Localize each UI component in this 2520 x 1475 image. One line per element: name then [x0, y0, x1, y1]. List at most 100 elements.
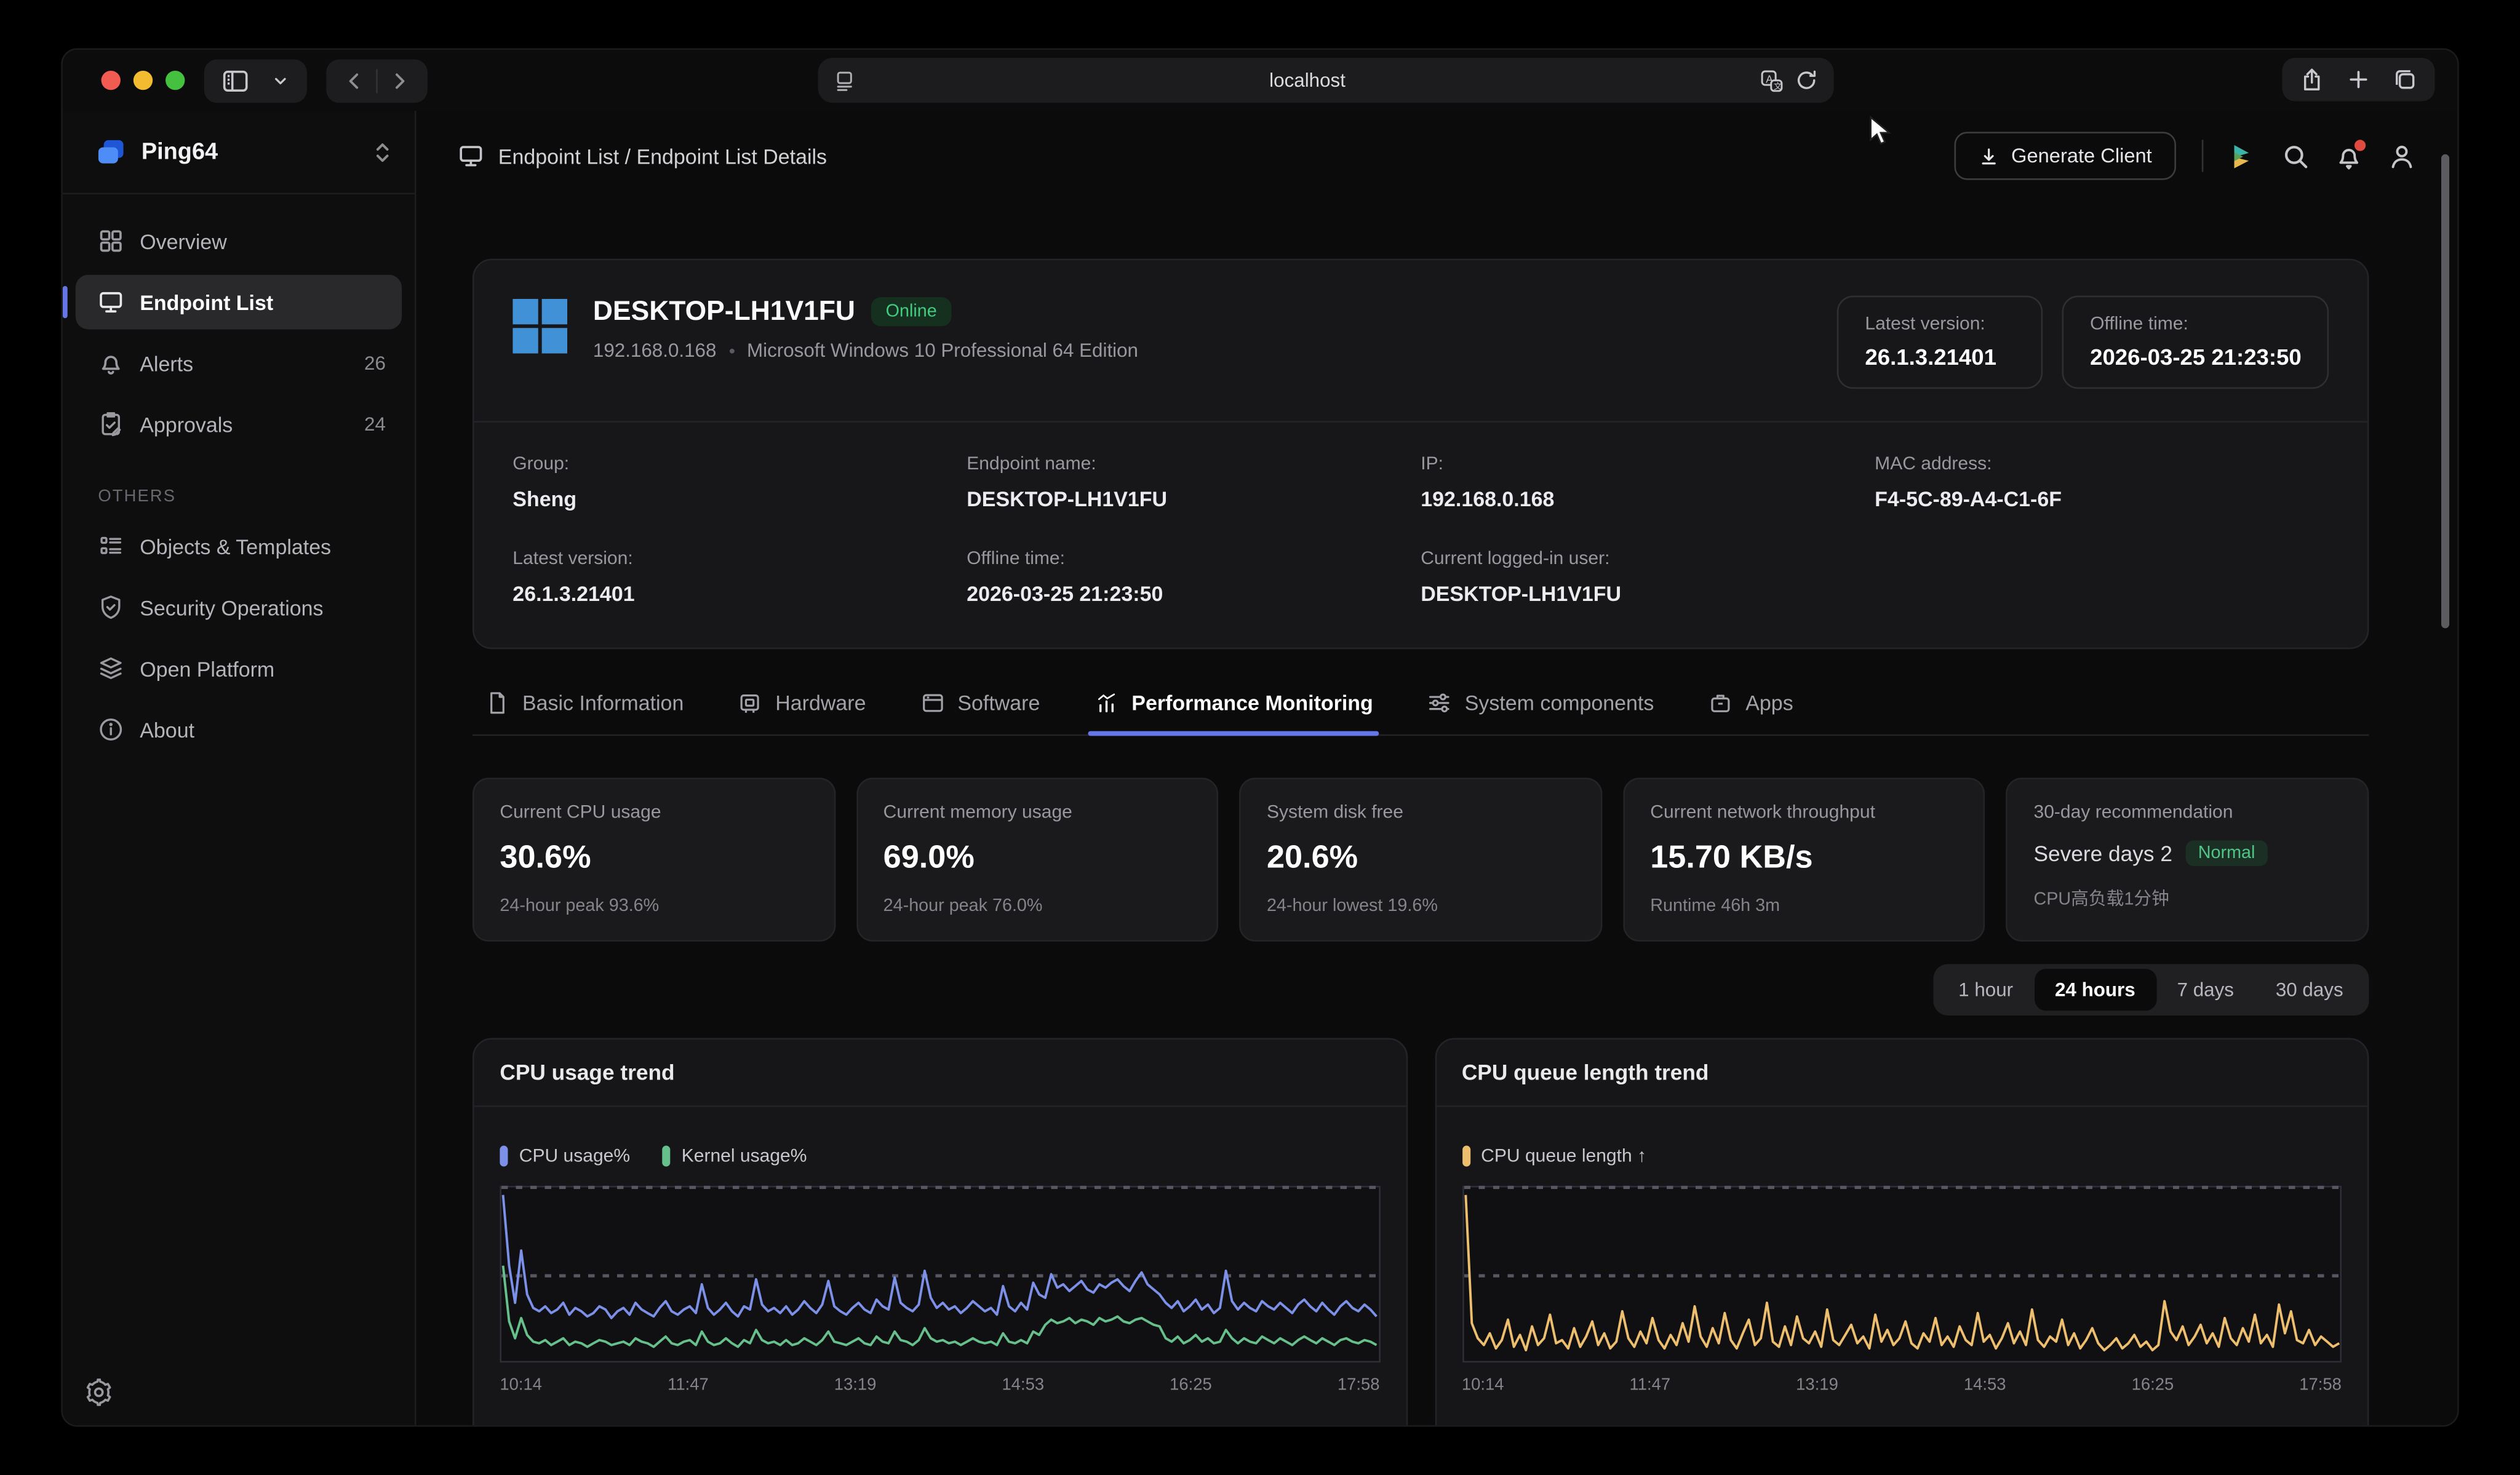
tab-performance-monitoring[interactable]: Performance Monitoring [1088, 691, 1380, 736]
x-tick-label: 13:19 [834, 1375, 877, 1395]
share-icon [2303, 68, 2320, 90]
legend-label: CPU queue length ↑ [1481, 1146, 1647, 1166]
sidebar: Ping64 Overview Endpoint List Alerts 26 [62, 111, 417, 1426]
tab-apps[interactable]: Apps [1709, 691, 1793, 734]
tab-overview-button[interactable] [2382, 58, 2428, 101]
tab-hardware[interactable]: Hardware [738, 691, 866, 734]
breadcrumb: Endpoint List / Endpoint List Details [458, 143, 827, 169]
cpu-usage-chart[interactable] [500, 1185, 1380, 1363]
reload-icon[interactable] [1795, 69, 1818, 92]
toggle-sidebar-button[interactable] [210, 58, 260, 102]
range-1-hour[interactable]: 1 hour [1958, 978, 2014, 1001]
windows-logo-icon [512, 298, 568, 354]
sidebar-item-overview[interactable]: Overview [76, 213, 402, 268]
legend-item[interactable]: CPU queue length ↑ [1461, 1145, 1647, 1167]
stat-disk-free: System disk free 20.6% 24-hour lowest 19… [1239, 777, 1602, 942]
chevron-left-icon [349, 73, 359, 89]
tab-basic-information[interactable]: Basic Information [485, 691, 684, 734]
severe-days-text: Severe days 2 [2033, 841, 2172, 865]
legend-label: Kernel usage% [681, 1146, 807, 1166]
sidebar-item-about[interactable]: About [76, 702, 402, 757]
tab-software[interactable]: Software [920, 691, 1040, 734]
offline-time-value: 2026-03-25 21:23:50 [2090, 344, 2302, 370]
info-icon [100, 718, 122, 741]
stat-cpu-usage: Current CPU usage 30.6% 24-hour peak 93.… [472, 777, 835, 942]
settings-gear-icon[interactable] [85, 1378, 112, 1406]
gridline-mid [1463, 1274, 2340, 1278]
sidebar-item-label: Endpoint List [140, 290, 274, 314]
content-header: Endpoint List / Endpoint List Details Ge… [417, 111, 2458, 201]
sidebar-item-label: About [140, 717, 195, 742]
x-axis-ticks: 10:14 11:47 13:19 14:53 16:25 17:58 [500, 1375, 1379, 1394]
bell-icon [102, 356, 120, 375]
offline-time-label: Offline time: [2090, 314, 2188, 335]
x-tick-label: 11:47 [668, 1375, 709, 1395]
search-icon[interactable] [2282, 142, 2309, 169]
sidebar-item-endpoint-list[interactable]: Endpoint List [62, 274, 402, 330]
field-group: Group: Sheng [512, 455, 577, 511]
sliders-icon [1429, 693, 1450, 713]
page-scrollbar[interactable] [2441, 154, 2450, 629]
sidebar-item-alerts[interactable]: Alerts 26 [76, 336, 402, 391]
charts-row: CPU usage trend CPU usage% Kernel usage% … [472, 1038, 2369, 1426]
sidebar-nav: Overview Endpoint List Alerts 26 Approva… [62, 194, 415, 451]
generate-client-button[interactable]: Generate Client [1955, 132, 2176, 180]
ping64-logo-icon [98, 139, 124, 163]
field-endpoint-name: Endpoint name: DESKTOP-LH1V1FU [967, 455, 1168, 511]
range-30-days[interactable]: 30 days [2275, 978, 2343, 1001]
user-avatar-icon[interactable] [2388, 142, 2415, 169]
field-ip: IP: 192.168.0.168 [1421, 455, 1555, 511]
plus-icon [2350, 71, 2367, 89]
close-window-button[interactable] [101, 70, 121, 90]
cpu-queue-chart[interactable] [1461, 1185, 2342, 1363]
grid-icon [100, 230, 122, 252]
minimize-window-button[interactable] [133, 70, 153, 90]
field-logged-in-user: Current logged-in user: DESKTOP-LH1V1FU [1421, 549, 1622, 606]
device-fields-grid: Group: Sheng Endpoint name: DESKTOP-LH1V1F… [474, 423, 2367, 648]
translate-icon[interactable]: A文 [1760, 68, 1784, 92]
sidebar-item-security-operations[interactable]: Security Operations [76, 580, 402, 635]
active-indicator [62, 285, 68, 319]
reader-icon [837, 71, 852, 90]
chevron-down-icon [275, 77, 286, 84]
detail-tabs: Basic Information Hardware Software Perf… [472, 691, 2369, 736]
sidebar-others-nav: Objects & Templates Security Operations … [63, 519, 415, 757]
forward-button[interactable] [378, 58, 421, 102]
sidebar-item-label: Objects & Templates [140, 534, 332, 559]
sidebar-toggle-chevron-button[interactable] [260, 58, 300, 102]
legend-swatch [662, 1145, 671, 1167]
list-items-icon [100, 536, 122, 554]
gridline-top [1463, 1185, 2340, 1190]
cpu-usage-trend-card: CPU usage trend CPU usage% Kernel usage% … [472, 1038, 1408, 1426]
card-divider [474, 421, 2367, 423]
legend-item[interactable]: Kernel usage% [662, 1145, 807, 1167]
x-tick-label: 11:47 [1629, 1375, 1671, 1395]
sidebar-item-objects-templates[interactable]: Objects & Templates [76, 519, 402, 574]
share-button[interactable] [2289, 58, 2335, 101]
field-mac-address: MAC address: F4-5C-89-A4-C1-6F [1875, 455, 2062, 511]
legend-item[interactable]: CPU usage% [500, 1145, 630, 1167]
svg-text:文: 文 [1774, 81, 1782, 90]
x-tick-label: 17:58 [2299, 1375, 2342, 1395]
back-button[interactable] [333, 58, 377, 102]
breadcrumb-text: Endpoint List / Endpoint List Details [498, 143, 827, 168]
x-tick-label: 14:53 [1963, 1375, 2006, 1395]
zoom-window-button[interactable] [165, 70, 185, 90]
new-tab-button[interactable] [2335, 58, 2382, 101]
field-latest-version: Latest version: 26.1.3.21401 [512, 549, 635, 606]
latest-version-label: Latest version: [1865, 314, 1985, 335]
sidebar-toggle-group [204, 58, 307, 102]
chart-title: CPU usage trend [474, 1040, 1406, 1107]
file-icon [490, 692, 504, 714]
range-7-days[interactable]: 7 days [2177, 978, 2234, 1001]
brand-logo-icon[interactable] [2229, 142, 2256, 169]
workspace-switcher[interactable]: Ping64 [62, 111, 415, 195]
sidebar-item-open-platform[interactable]: Open Platform [76, 641, 402, 696]
tab-system-components[interactable]: System components [1428, 691, 1654, 734]
x-axis-ticks: 10:14 11:47 13:19 14:53 16:25 17:58 [1462, 1375, 2342, 1394]
notifications-bell-icon[interactable] [2335, 138, 2366, 169]
sidebar-item-approvals[interactable]: Approvals 24 [76, 397, 402, 451]
range-24-hours[interactable]: 24 hours [2034, 969, 2156, 1011]
monitor-icon [100, 292, 122, 313]
